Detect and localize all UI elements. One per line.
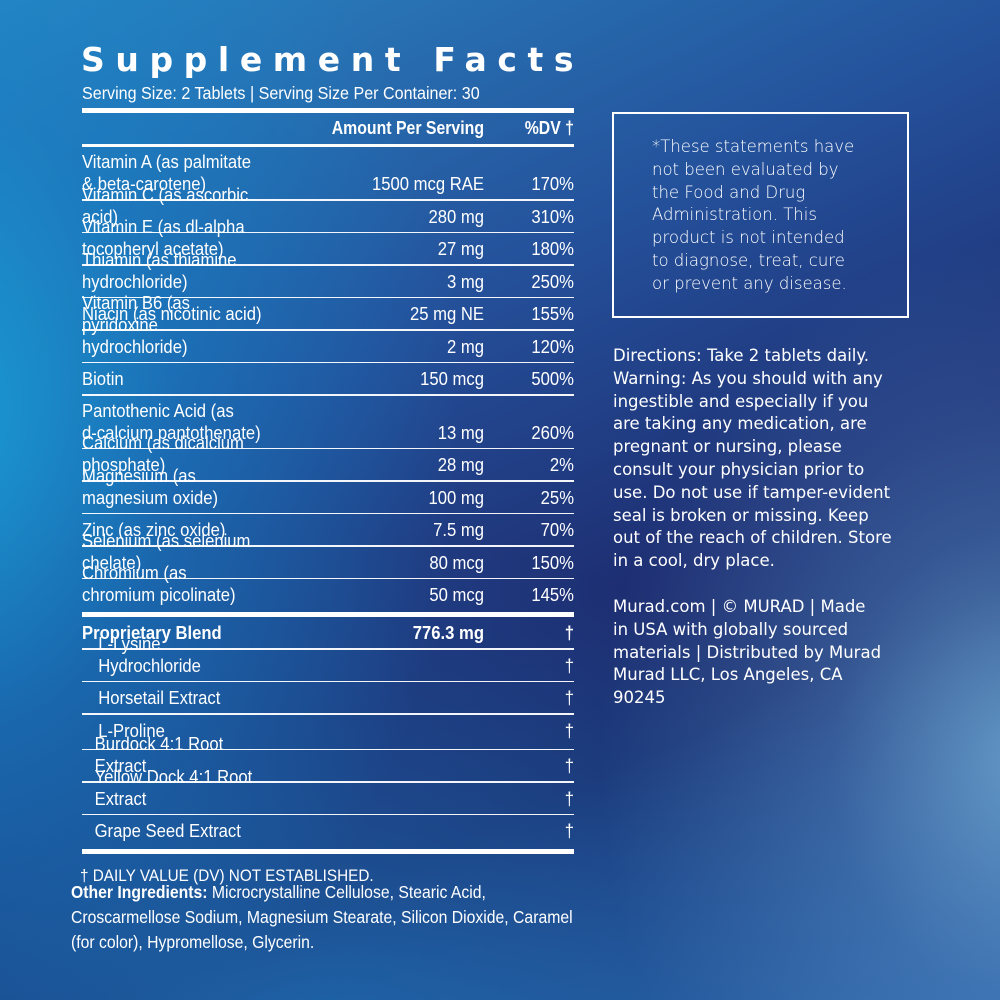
divider: [82, 577, 574, 579]
dagger-icon: †: [564, 687, 574, 708]
nutrient-row-selenium: Selenium (as selenium chelate) 80 mcg 15…: [82, 529, 574, 573]
facts-title: Supplement Facts: [81, 40, 585, 79]
nutrient-row-niacin: Niacin (as nicotinic acid) 25 mg NE 155%: [82, 303, 574, 324]
dagger-icon: †: [564, 787, 574, 809]
nutrient-row-calcium: Calcium (as dicalcium phosphate) 28 mg 2…: [82, 432, 574, 475]
nutrient-row-thiamin: Thiamin (as thiamine hydrochloride) 3 mg…: [82, 248, 574, 292]
amount-header: Amount Per Serving: [331, 118, 484, 138]
divider: [82, 480, 574, 482]
directions-warning: Directions: Take 2 tablets daily. Warnin…: [613, 346, 892, 571]
nutrient-row-chromium: Chromium (as chromium picolinate) 50 mcg…: [82, 562, 574, 605]
blend-ingredient-row: Grape Seed Extract †: [94, 820, 574, 841]
table-header: Amount Per Serving %DV †: [82, 113, 574, 144]
divider: [82, 264, 574, 266]
supplement-facts-panel: Supplement Facts Serving Size: 2 Tablets…: [80, 40, 585, 886]
dv-header: %DV †: [524, 118, 574, 138]
nutrient-row-biotin: Biotin 150 mcg 500%: [82, 368, 574, 389]
nutrient-row-vitamin-c: Vitamin C (as ascorbic acid) 280 mg 310%: [82, 183, 574, 227]
divider: [82, 447, 574, 449]
proprietary-blend-row: Proprietary Blend 776.3 mg †: [82, 622, 574, 643]
dv-footnote: † DAILY VALUE (DV) NOT ESTABLISHED.: [80, 866, 374, 885]
divider: [82, 648, 574, 650]
divider: [82, 296, 574, 298]
divider: [82, 748, 574, 750]
divider: [82, 680, 574, 682]
blend-ingredient-row: Horsetail Extract †: [98, 687, 574, 708]
nutrient-row-vitamin-a: Vitamin A (as palmitate & beta-carotene)…: [82, 151, 574, 194]
divider: [82, 329, 574, 331]
divider-thick: [82, 849, 574, 854]
blend-ingredient-row: L-Proline †: [98, 719, 574, 741]
company-info: Murad.com | © MURAD | Made in USA with g…: [613, 597, 882, 708]
dagger-icon: †: [564, 654, 574, 676]
other-ingredients: Other Ingredients: Microcrystalline Cell…: [71, 880, 575, 955]
divider-thick: [82, 108, 574, 113]
dagger-icon: †: [564, 622, 574, 643]
blend-ingredient-row: Burdock 4:1 Root Extract †: [94, 733, 574, 776]
blend-ingredient-row: L-Lysine Hydrochloride †: [98, 632, 574, 676]
divider: [82, 713, 574, 715]
divider: [82, 361, 574, 363]
fda-disclaimer-box: *These statements have not been evaluate…: [612, 112, 909, 318]
dagger-icon: †: [564, 820, 574, 841]
dagger-icon: †: [564, 719, 574, 741]
dagger-icon: †: [564, 755, 574, 776]
serving-size: Serving Size: 2 Tablets | Serving Size P…: [82, 83, 480, 103]
divider: [82, 144, 574, 147]
other-ingredients-text: Microcrystalline Cellulose, Stearic Acid…: [71, 882, 573, 952]
nutrient-row-zinc: Zinc (as zinc oxide) 7.5 mg 70%: [82, 519, 574, 540]
divider: [82, 545, 574, 547]
divider: [82, 394, 574, 396]
divider: [82, 231, 574, 233]
nutrient-row-vitamin-e: Vitamin E (as dl-alpha tocopheryl acetat…: [82, 216, 574, 259]
divider: [82, 199, 574, 201]
divider: [82, 512, 574, 514]
divider: [82, 813, 574, 815]
nutrient-row-magnesium: Magnesium (as magnesium oxide) 100 mg 25…: [82, 464, 574, 508]
other-ingredients-label: Other Ingredients:: [71, 882, 208, 902]
nutrient-row-pantothenic-acid: Pantothenic Acid (as d-calcium pantothen…: [82, 399, 574, 443]
divider: [82, 781, 574, 783]
blend-ingredient-row: Yellow Dock 4:1 Root Extract †: [94, 765, 574, 809]
nutrient-row-vitamin-b6: Vitamin B6 (as pyridoxine hydrochloride)…: [82, 291, 574, 357]
divider-thick: [82, 612, 574, 617]
